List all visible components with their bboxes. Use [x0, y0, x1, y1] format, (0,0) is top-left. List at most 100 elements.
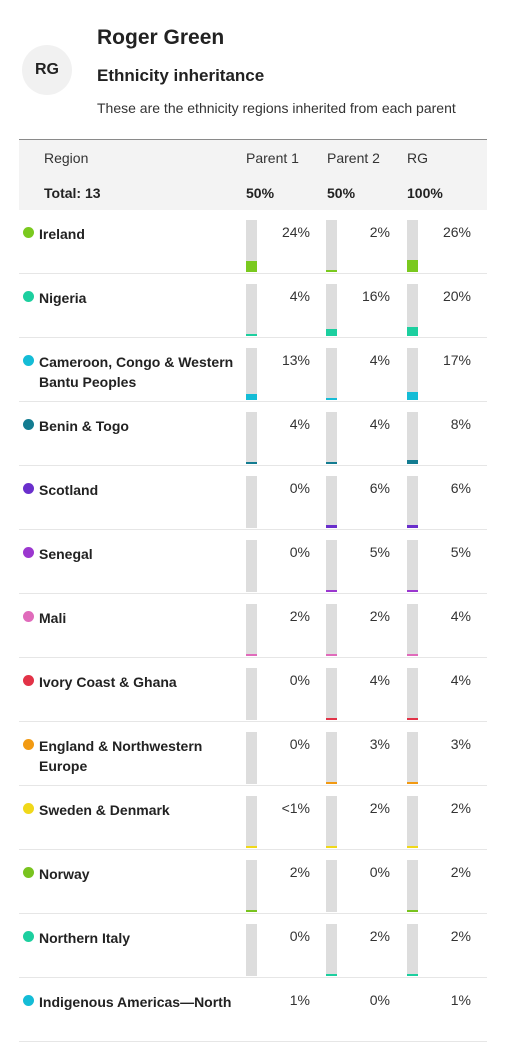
self-bar-fill — [407, 525, 418, 528]
region-label: Northern Italy — [39, 930, 131, 946]
self-percent: 5% — [450, 544, 471, 560]
parent2-bar-fill — [326, 782, 337, 784]
column-header-region: Region — [44, 150, 89, 166]
parent2-percent: 2% — [369, 608, 390, 624]
parent1-bar-track — [246, 284, 257, 336]
self-bar-track — [407, 476, 418, 528]
table-row: Indigenous Americas—North 1% 0% 1% — [19, 978, 487, 1042]
parent2-bar-track — [326, 604, 337, 656]
region-color-dot — [23, 739, 34, 750]
table-row: England & Northwestern Europe 0% 3% 3% — [19, 722, 487, 786]
parent1-percent: 2% — [289, 864, 310, 880]
parent2-bar-track — [326, 796, 337, 848]
total-label: Total: 13 — [44, 185, 101, 201]
total-self: 100% — [407, 185, 443, 201]
self-bar-track — [407, 860, 418, 912]
parent2-percent: 4% — [369, 352, 390, 368]
region-color-dot — [23, 803, 34, 814]
parent2-bar-fill — [326, 974, 337, 976]
region-color-dot — [23, 419, 34, 430]
self-percent: 17% — [442, 352, 471, 368]
region-color-dot — [23, 611, 34, 622]
parent2-bar-fill — [326, 846, 337, 848]
parent1-percent: 0% — [289, 544, 310, 560]
region-color-dot — [23, 931, 34, 942]
table-body: Ireland 24% 2% 26% Nigeria 4% 16% 20% Cameroon, … — [19, 210, 487, 1042]
parent1-percent: 1% — [289, 992, 310, 1008]
region-color-dot — [23, 675, 34, 686]
parent1-bar-track — [246, 540, 257, 592]
person-name: Roger Green — [97, 26, 225, 49]
parent1-bar-fill — [246, 910, 257, 912]
region-label: Scotland — [39, 482, 99, 498]
avatar: RG — [22, 45, 72, 95]
self-percent: 3% — [450, 736, 471, 752]
region-label: Nigeria — [39, 290, 87, 306]
region-color-dot — [23, 227, 34, 238]
self-bar-track — [407, 284, 418, 336]
parent1-bar-fill — [246, 394, 257, 400]
table-row: Mali 2% 2% 4% — [19, 594, 487, 658]
self-bar-track — [407, 540, 418, 592]
table-header: Region Parent 1 Parent 2 RG Total: 13 50… — [19, 139, 487, 210]
parent2-percent: 6% — [369, 480, 390, 496]
table-row: Nigeria 4% 16% 20% — [19, 274, 487, 338]
parent2-bar-fill — [326, 590, 337, 592]
self-bar-fill — [407, 460, 418, 464]
table-row: Cameroon, Congo & Western Bantu Peoples 1… — [19, 338, 487, 402]
self-bar-fill — [407, 782, 418, 784]
self-bar-fill — [407, 654, 418, 656]
region-label: Ivory Coast & Ghana — [39, 674, 177, 690]
self-bar-track — [407, 668, 418, 720]
table-row: Sweden & Denmark <1% 2% 2% — [19, 786, 487, 850]
self-percent: 20% — [442, 288, 471, 304]
table-row: Northern Italy 0% 2% 2% — [19, 914, 487, 978]
parent2-bar-fill — [326, 462, 337, 464]
parent1-percent: 2% — [289, 608, 310, 624]
parent2-bar-track — [326, 412, 337, 464]
self-bar-fill — [407, 910, 418, 912]
parent2-bar-track — [326, 540, 337, 592]
self-bar-track — [407, 924, 418, 976]
region-label: Benin & Togo — [39, 418, 129, 434]
parent2-percent: 0% — [369, 864, 390, 880]
self-bar-track — [407, 732, 418, 784]
region-label: Sweden & Denmark — [39, 802, 170, 818]
parent1-bar-track — [246, 732, 257, 784]
parent2-percent: 3% — [369, 736, 390, 752]
parent2-bar-fill — [326, 270, 337, 272]
parent1-bar-track — [246, 668, 257, 720]
region-color-dot — [23, 355, 34, 366]
parent1-percent: <1% — [281, 800, 310, 816]
region-label: Indigenous Americas—North — [39, 994, 232, 1010]
page-description: These are the ethnicity regions inherite… — [97, 100, 456, 116]
self-bar-track — [407, 796, 418, 848]
parent2-percent: 2% — [369, 224, 390, 240]
parent2-bar-track — [326, 348, 337, 400]
table-row: Ireland 24% 2% 26% — [19, 210, 487, 274]
parent1-percent: 0% — [289, 928, 310, 944]
region-label: Senegal — [39, 546, 93, 562]
self-percent: 1% — [450, 992, 471, 1008]
parent1-bar-track — [246, 220, 257, 272]
parent2-bar-track — [326, 668, 337, 720]
parent2-percent: 2% — [369, 928, 390, 944]
parent2-bar-track — [326, 220, 337, 272]
parent2-bar-fill — [326, 329, 337, 336]
region-label: Cameroon, Congo & Western Bantu Peoples — [39, 354, 234, 390]
region-color-dot — [23, 291, 34, 302]
parent1-bar-fill — [246, 654, 257, 656]
parent1-bar-track — [246, 924, 257, 976]
parent1-bar-track — [246, 860, 257, 912]
self-bar-fill — [407, 590, 418, 592]
ethnicity-table: Region Parent 1 Parent 2 RG Total: 13 50… — [19, 139, 487, 1042]
self-percent: 26% — [442, 224, 471, 240]
parent2-bar-track — [326, 284, 337, 336]
parent1-bar-fill — [246, 846, 257, 848]
column-header-parent2: Parent 2 — [327, 150, 380, 166]
parent1-percent: 0% — [289, 672, 310, 688]
column-header-parent1: Parent 1 — [246, 150, 299, 166]
region-label: Ireland — [39, 226, 85, 242]
self-percent: 2% — [450, 864, 471, 880]
self-bar-fill — [407, 846, 418, 848]
